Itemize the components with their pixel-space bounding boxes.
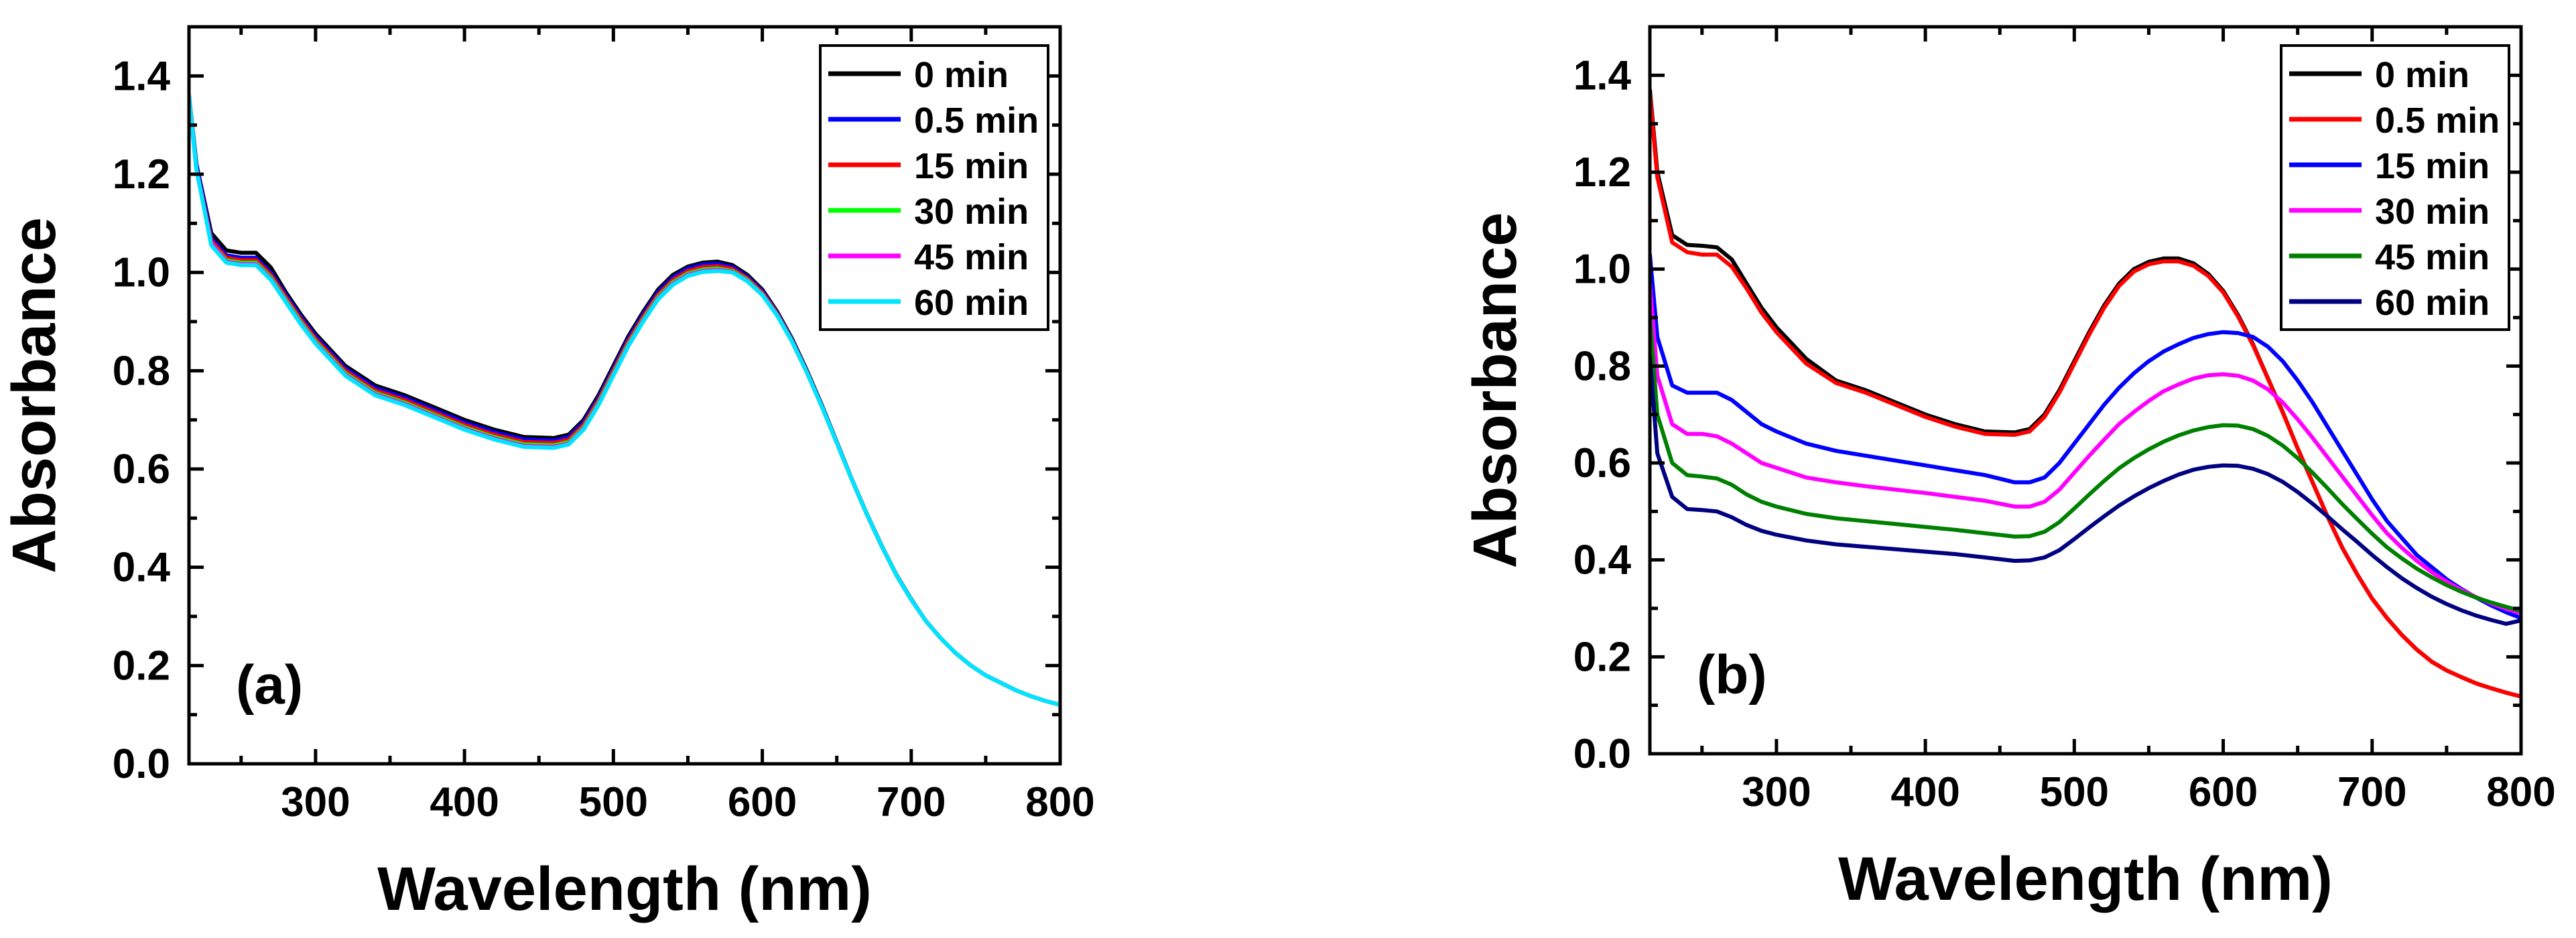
panel-a-x-axis-title: Wavelength (nm) xyxy=(377,855,872,923)
panel-b-legend-box xyxy=(2280,44,2510,331)
panel-a-series-60-minline xyxy=(189,93,1060,707)
panel-a-ytick-label: 1.0 xyxy=(113,250,170,296)
panel-a-legend-box xyxy=(819,44,1049,331)
panel-b-series-45-minline xyxy=(1650,316,2521,613)
panel-b-xtick-label: 600 xyxy=(2189,769,2258,815)
panel-a-xtick-label: 400 xyxy=(430,779,499,825)
panel-b-legend-label: 15 min xyxy=(2375,146,2490,186)
panel-b-xtick-label: 500 xyxy=(2040,769,2109,815)
panel-a-ytick-label: 0.2 xyxy=(113,643,170,689)
panel-a-legend-label: 0.5 min xyxy=(914,100,1039,141)
panel-a-legend-label: 45 min xyxy=(914,237,1029,277)
panel-a-legend-label: 60 min xyxy=(914,283,1029,323)
panel-b-legend-label: 60 min xyxy=(2375,283,2490,323)
panel-a-legend-label: 0 min xyxy=(914,55,1009,95)
panel-b-legend-label: 45 min xyxy=(2375,237,2490,277)
panel-b-ytick-label: 0.8 xyxy=(1573,343,1631,389)
panel-b-legend-label: 30 min xyxy=(2375,192,2490,232)
panel-a-panel-label: (a) xyxy=(236,655,303,716)
panel-b-ytick-label: 1.2 xyxy=(1573,149,1631,196)
panel-b-panel-label: (b) xyxy=(1697,645,1767,706)
panel-a: 300 400 500 600 700 800 0.0 0.2 0.4 0.6 0.8 1.0 1.2 1… xyxy=(0,25,1095,923)
panel-a-ytick-label: 1.4 xyxy=(113,53,171,99)
panel-b-xtick-label: 800 xyxy=(2486,769,2555,815)
panel-a-ytick-label: 0.8 xyxy=(113,348,170,394)
panel-b-legend-label: 0 min xyxy=(2375,55,2469,95)
panel-a-legend-label: 30 min xyxy=(914,192,1029,232)
panel-b-y-axis-title: Absorbance xyxy=(1461,212,1529,569)
panel-b: 300 400 500 600 700 800 0.0 0.2 0.4 0.6 0.8 1.0 1.2 1… xyxy=(1461,25,2556,913)
panel-a-xtick-label: 600 xyxy=(728,779,797,825)
panel-b-ytick-label: 1.4 xyxy=(1573,52,1632,98)
panel-b-x-axis-title: Wavelength (nm) xyxy=(1838,845,2333,913)
panel-b-ytick-label: 0.2 xyxy=(1573,634,1631,680)
panel-b-series-0-5-minline xyxy=(1650,92,2521,699)
panel-a-ytick-label: 0.4 xyxy=(113,545,171,591)
panel-b-ytick-label: 0.6 xyxy=(1573,440,1631,486)
panel-b-xtick-label: 700 xyxy=(2337,769,2406,815)
panel-b-plot-frame xyxy=(1648,25,2523,756)
panel-a-xtick-label: 500 xyxy=(579,779,648,825)
panel-a-y-axis-title: Absorbance xyxy=(0,217,68,574)
panel-a-plot-frame xyxy=(187,25,1062,766)
panel-b-series-30-minline xyxy=(1650,281,2521,616)
panel-b-xtick-label: 300 xyxy=(1742,769,1811,815)
panel-a-ytick-label: 0.6 xyxy=(113,446,170,492)
panel-b-legend-label: 0.5 min xyxy=(2375,100,2500,141)
panel-b-ytick-label: 1.0 xyxy=(1573,247,1631,293)
panel-a-xtick-label: 700 xyxy=(877,779,946,825)
panel-a-legend: 0 min 0.5 min 15 min 30 min 45 min 60 min xyxy=(819,44,1049,331)
panel-a-legend-label: 15 min xyxy=(914,146,1029,186)
panel-b-xtick-label: 400 xyxy=(1890,769,1959,815)
panel-a-ytick-label: 0.0 xyxy=(113,741,170,787)
panel-a-ytick-label: 1.2 xyxy=(113,151,170,198)
panel-b-series-60-minline xyxy=(1650,354,2521,626)
panel-b-series-15-minline xyxy=(1650,253,2521,620)
panel-a-xtick-label: 800 xyxy=(1025,779,1094,825)
panel-b-legend: 0 min 0.5 min 15 min 30 min 45 min 60 min xyxy=(2280,44,2510,331)
panel-b-ytick-label: 0.0 xyxy=(1573,731,1631,777)
panel-a-xtick-label: 300 xyxy=(281,779,350,825)
panel-b-ytick-label: 0.4 xyxy=(1573,537,1632,584)
